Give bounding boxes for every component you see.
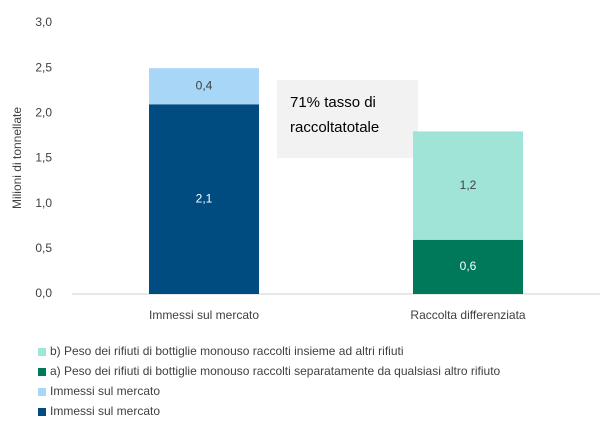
legend-label: Immessi sul mercato — [50, 384, 160, 398]
data-label: 1,2 — [460, 178, 477, 192]
bar-segment — [149, 104, 259, 294]
y-axis-label: Milioni di tonnellate — [10, 107, 24, 209]
data-label: 0,6 — [460, 259, 477, 273]
bar-segment — [413, 131, 523, 240]
y-tick-label: 0,5 — [35, 241, 52, 255]
y-tick-label: 0,0 — [35, 286, 52, 300]
y-tick-label: 2,5 — [35, 60, 52, 74]
y-tick-label: 3,0 — [35, 15, 52, 29]
legend-swatch — [38, 348, 46, 356]
annotation: 71% tasso di — [290, 94, 376, 111]
data-label: 0,4 — [196, 78, 213, 92]
data-label: 2,1 — [196, 191, 213, 205]
legend-label: b) Peso dei rifiuti di bottiglie monouso… — [50, 344, 404, 358]
legend-label: Immessi sul mercato — [50, 404, 160, 418]
legend-swatch — [38, 368, 46, 376]
annotation-box — [277, 80, 418, 158]
bar-segment — [413, 239, 523, 294]
x-tick-label: Raccolta differenziata — [410, 308, 526, 322]
x-tick-label: Immessi sul mercato — [149, 308, 259, 322]
y-tick-label: 1,0 — [35, 196, 52, 210]
y-tick-label: 2,0 — [35, 106, 52, 120]
legend-label: a) Peso dei rifiuti di bottiglie monouso… — [50, 364, 501, 378]
y-tick-label: 1,5 — [35, 151, 52, 165]
legend-swatch — [38, 388, 46, 396]
bar-segment — [149, 68, 259, 105]
legend-swatch — [38, 408, 46, 416]
annotation: raccoltatotale — [290, 119, 379, 136]
